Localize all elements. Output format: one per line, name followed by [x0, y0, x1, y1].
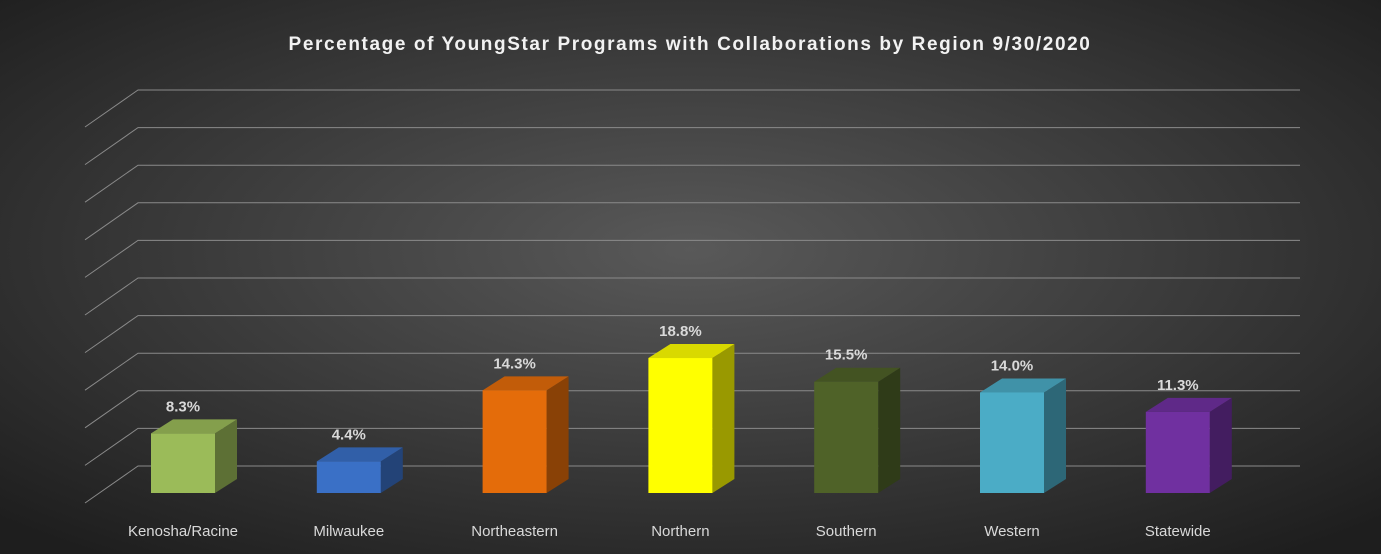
x-tick-label: Statewide [1145, 523, 1211, 540]
bar-side [546, 376, 569, 493]
bar [648, 358, 713, 493]
value-label: 18.8% [659, 323, 702, 340]
bar-side [878, 367, 901, 493]
bar [151, 433, 215, 493]
grid-line [84, 277, 1300, 316]
bar-top [316, 447, 403, 462]
bar [1145, 411, 1210, 493]
grid-line [84, 352, 1300, 391]
bar-top [980, 378, 1066, 393]
bar [814, 381, 879, 493]
bar [482, 390, 547, 493]
grid-line [84, 89, 1300, 128]
bar-side [712, 344, 735, 493]
bar [316, 461, 381, 493]
bar-side [380, 447, 403, 493]
chart-title: Percentage of YoungStar Programs with Co… [289, 34, 1092, 55]
bar-side [215, 419, 237, 493]
grid-line [84, 127, 1300, 166]
bar-side [1044, 378, 1066, 493]
x-tick-label: Northeastern [471, 523, 558, 540]
value-label: 15.5% [825, 347, 868, 364]
value-label: 14.3% [493, 355, 536, 372]
grid-line [84, 427, 1300, 466]
grid-line [84, 239, 1300, 278]
bar-top [648, 344, 735, 359]
value-label: 4.4% [332, 426, 366, 443]
bar-side [1209, 397, 1232, 493]
grid-line [84, 315, 1300, 354]
x-tick-label: Western [984, 523, 1040, 540]
bar-top [482, 376, 569, 391]
grid-line [84, 465, 1300, 504]
value-label: 14.0% [991, 357, 1034, 374]
x-tick-label: Northern [651, 523, 709, 540]
x-tick-label: Kenosha/Racine [128, 523, 238, 540]
x-tick-label: Milwaukee [313, 523, 384, 540]
bar-top [1145, 397, 1232, 412]
bar [980, 392, 1044, 493]
grid-line [84, 202, 1300, 241]
x-tick-label: Southern [816, 523, 877, 540]
value-label: 8.3% [166, 398, 200, 415]
bar-top [814, 367, 901, 382]
value-label: 11.3% [1157, 377, 1199, 394]
grid-line [84, 390, 1300, 429]
bar-top [151, 419, 237, 434]
grid-line [84, 164, 1300, 203]
